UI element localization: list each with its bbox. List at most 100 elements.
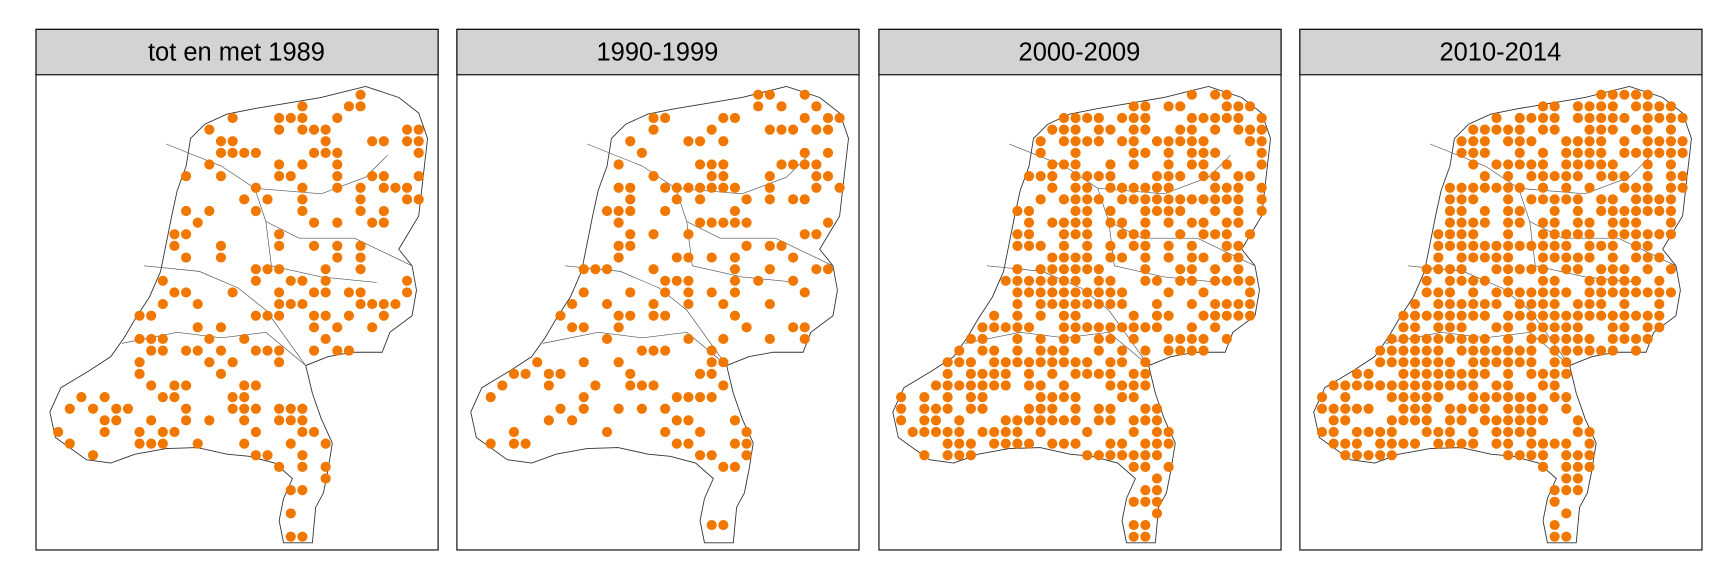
occurrence-dot [613,159,624,170]
occurrence-dot [1140,229,1151,240]
occurrence-dot [788,194,799,205]
occurrence-dot [1572,101,1584,112]
occurrence-dot [1221,101,1232,112]
occurrence-dot [1151,182,1163,193]
occurrence-dot [1654,322,1665,333]
occurrence-dot [320,461,331,472]
occurrence-dot [1561,461,1572,472]
occurrence-dot [146,310,157,321]
occurrence-dot [1549,392,1560,403]
occurrence-dot [1433,240,1444,252]
occurrence-dot [1047,182,1058,193]
occurrence-dot [1186,322,1197,333]
occurrence-dot [1514,159,1525,170]
occurrence-dot [332,159,343,170]
occurrence-dot [1163,136,1174,147]
occurrence-dot [1491,159,1502,170]
occurrence-dot [1514,392,1525,403]
occurrence-dot [1444,368,1456,379]
occurrence-dot [169,380,180,391]
occurrence-dot [648,229,659,240]
occurrence-dot [683,392,694,403]
occurrence-dot [1503,217,1514,228]
occurrence-dot [1233,298,1244,310]
occurrence-dot [1630,252,1642,263]
occurrence-dot [1233,194,1244,205]
occurrence-dot [1116,298,1128,310]
occurrence-dot [601,298,613,310]
occurrence-dot [1151,426,1163,438]
occurrence-dot [1047,357,1058,368]
occurrence-dot [1035,240,1046,252]
occurrence-dot [64,438,75,449]
occurrence-dot [1665,147,1677,158]
occurrence-dot [1503,415,1514,426]
occurrence-dot [134,357,145,368]
occurrence-dot [1198,217,1209,228]
occurrence-dot [601,426,613,438]
occurrence-dot [1514,205,1525,217]
occurrence-dot [1140,205,1151,217]
occurrence-dot [1584,310,1595,321]
occurrence-dot [1561,171,1572,182]
occurrence-dot [1398,368,1409,379]
occurrence-dot [954,450,965,461]
occurrence-dot [706,368,717,379]
occurrence-dot [1584,182,1595,193]
occurrence-dot [1233,264,1244,275]
occurrence-dot [1561,136,1572,147]
occurrence-dot [776,124,787,135]
occurrence-dot [274,357,285,368]
panel-header [878,28,1282,76]
occurrence-dot [613,403,624,414]
occurrence-dot [625,229,636,240]
occurrence-dot [1491,357,1502,368]
occurrence-dot [1093,287,1104,298]
occurrence-dot [1630,240,1642,252]
occurrence-dot [1503,403,1514,414]
occurrence-dot [1433,333,1444,345]
occurrence-dot [262,345,273,356]
occurrence-dot [1058,217,1070,228]
occurrence-dot [413,147,424,158]
occurrence-dot [1398,403,1409,414]
occurrence-dot [355,182,366,193]
occurrence-dot [1070,182,1081,193]
occurrence-dot [1233,275,1244,286]
occurrence-dot [1479,124,1490,135]
occurrence-dot [1549,112,1560,124]
occurrence-dot [1537,147,1549,158]
occurrence-dot [1630,333,1642,345]
occurrence-dot [1398,415,1409,426]
occurrence-dot [134,333,145,345]
occurrence-dot [332,182,343,193]
occurrence-dot [1665,171,1677,182]
occurrence-dot [1642,136,1653,147]
occurrence-dot [1584,136,1595,147]
occurrence-dot [297,112,308,124]
occurrence-dot [1070,194,1081,205]
occurrence-dot [694,159,706,170]
occurrence-dot [1116,217,1128,228]
occurrence-dot [578,403,589,414]
occurrence-dot [1082,322,1093,333]
occurrence-dot [262,264,273,275]
occurrence-dot [1210,264,1221,275]
occurrence-dot [1105,159,1116,170]
occurrence-dot [1596,171,1607,182]
province-border [143,265,306,366]
occurrence-dot [1514,264,1525,275]
province-border [675,188,834,267]
occurrence-dot [1140,368,1151,379]
occurrence-dot [1572,171,1584,182]
occurrence-dot [485,392,496,403]
occurrence-dot [1035,310,1046,321]
country-outline [892,85,1271,544]
occurrence-dot [1386,438,1397,449]
occurrence-dot [1642,310,1653,321]
occurrence-dot [671,194,682,205]
occurrence-dot [1537,112,1549,124]
occurrence-dot [1514,450,1525,461]
occurrence-dot [1012,287,1023,298]
occurrence-dot [683,333,694,345]
